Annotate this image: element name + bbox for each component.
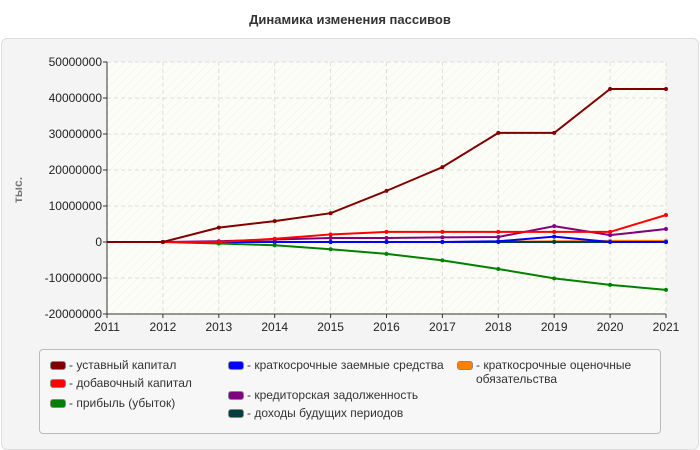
data-point bbox=[216, 225, 221, 230]
data-point bbox=[216, 240, 221, 244]
legend-item: - кредиторская задолженность bbox=[228, 388, 448, 402]
legend-label: - уставный капитал bbox=[69, 358, 177, 372]
legend-label: - краткосрочные заемные средства bbox=[247, 358, 444, 372]
legend-swatch bbox=[228, 361, 244, 370]
data-point bbox=[160, 240, 165, 244]
data-point bbox=[664, 240, 668, 244]
data-point bbox=[328, 211, 333, 216]
data-point bbox=[608, 240, 613, 244]
data-point bbox=[440, 235, 445, 240]
chart-legend: - уставный капитал - добавочный капитал - … bbox=[39, 349, 661, 434]
legend-swatch bbox=[228, 409, 244, 418]
y-axis-label: тыс. bbox=[11, 177, 25, 203]
data-point bbox=[664, 213, 668, 217]
data-point bbox=[664, 227, 668, 232]
legend-label: - краткосрочные оценочные обязательства bbox=[476, 358, 632, 386]
data-point bbox=[440, 165, 445, 170]
x-tick-label: 2014 bbox=[261, 320, 288, 334]
legend-label: - кредиторская задолженность bbox=[247, 388, 419, 402]
legend-swatch bbox=[50, 379, 66, 388]
legend-swatch bbox=[228, 391, 244, 400]
x-tick-label: 2016 bbox=[373, 320, 400, 334]
data-point bbox=[664, 287, 668, 292]
legend-item: - краткосрочные оценочные обязательства bbox=[457, 358, 647, 386]
x-tick-label: 2013 bbox=[205, 320, 232, 334]
data-point bbox=[608, 233, 613, 238]
data-point bbox=[552, 130, 557, 135]
data-point bbox=[440, 229, 445, 234]
data-point bbox=[384, 229, 389, 234]
data-point bbox=[552, 224, 557, 229]
y-tick-label: -10000000 bbox=[45, 271, 103, 285]
data-point bbox=[272, 236, 277, 241]
legend-label: - добавочный капитал bbox=[69, 376, 192, 390]
x-tick-label: 2017 bbox=[429, 320, 456, 334]
x-tick-label: 2021 bbox=[653, 320, 680, 334]
data-point bbox=[552, 229, 557, 234]
legend-label: - доходы будущих периодов bbox=[247, 406, 404, 420]
y-tick-label: 10000000 bbox=[49, 199, 103, 213]
data-point bbox=[496, 234, 501, 239]
data-point bbox=[608, 87, 613, 91]
x-tick-label: 2011 bbox=[94, 320, 120, 334]
data-point bbox=[496, 267, 501, 271]
data-point bbox=[272, 219, 277, 224]
data-point bbox=[384, 236, 389, 241]
data-point bbox=[552, 240, 557, 244]
y-tick-label: 50000000 bbox=[49, 55, 103, 69]
x-tick-label: 2012 bbox=[150, 320, 177, 334]
data-point bbox=[384, 251, 389, 256]
y-tick-label: 30000000 bbox=[49, 127, 103, 141]
data-point bbox=[328, 247, 333, 252]
y-tick-label: -20000000 bbox=[45, 307, 103, 321]
data-point bbox=[272, 240, 277, 244]
data-point bbox=[608, 282, 613, 287]
legend-item: - прибыль (убыток) bbox=[50, 396, 220, 410]
data-point bbox=[552, 234, 557, 239]
legend-swatch bbox=[50, 361, 66, 370]
data-point bbox=[384, 188, 389, 193]
legend-swatch bbox=[50, 399, 66, 408]
data-point bbox=[496, 239, 501, 244]
x-tick-label: 2018 bbox=[485, 320, 512, 334]
data-point bbox=[440, 258, 445, 263]
y-tick-label: 40000000 bbox=[49, 91, 103, 105]
data-point bbox=[328, 240, 333, 244]
data-point bbox=[664, 87, 668, 91]
x-tick-label: 2020 bbox=[597, 320, 624, 334]
data-point bbox=[608, 229, 613, 234]
data-point bbox=[328, 232, 333, 237]
legend-swatch bbox=[457, 361, 473, 370]
legend-item: - доходы будущих периодов bbox=[228, 406, 448, 420]
legend-item: - добавочный капитал bbox=[50, 376, 220, 390]
chart-title: Динамика изменения пассивов bbox=[249, 12, 451, 27]
y-tick-label: 20000000 bbox=[49, 163, 103, 177]
legend-item: - уставный капитал bbox=[50, 358, 220, 372]
data-point bbox=[496, 229, 501, 234]
data-point bbox=[552, 276, 557, 281]
data-point bbox=[272, 243, 277, 248]
data-point bbox=[384, 240, 389, 244]
y-tick-label: 0 bbox=[95, 235, 102, 249]
x-tick-label: 2019 bbox=[541, 320, 568, 334]
data-point bbox=[496, 130, 501, 135]
x-tick-label: 2015 bbox=[317, 320, 344, 334]
legend-item: - краткосрочные заемные средства bbox=[228, 358, 448, 372]
data-point bbox=[440, 240, 445, 244]
data-point bbox=[328, 236, 333, 241]
legend-label: - прибыль (убыток) bbox=[69, 396, 176, 410]
